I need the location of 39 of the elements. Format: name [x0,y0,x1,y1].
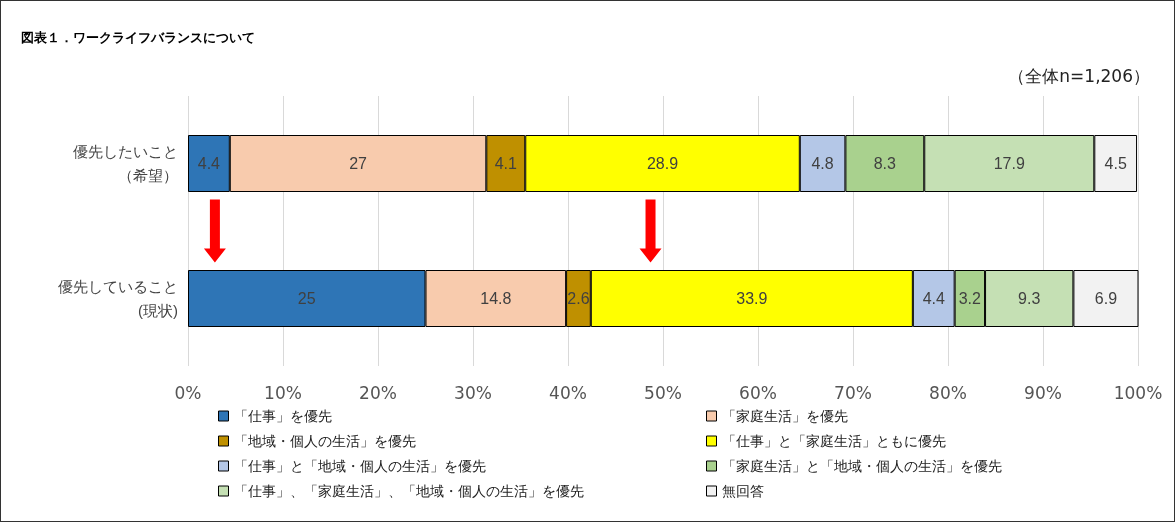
data-label: 4.1 [494,155,517,172]
x-tick-label: 50% [644,382,682,403]
data-label: 9.3 [1018,290,1041,307]
data-label: 25 [297,290,316,307]
x-tick-label: 10% [264,382,302,403]
x-tick-label: 30% [454,382,492,403]
data-label: 33.9 [736,290,768,307]
data-label: 17.9 [993,155,1025,172]
text: （全体n=1,206） [1008,65,1150,88]
legend-label: 無回答 [721,483,764,499]
legend-label: 「家庭生活」を優先 [721,408,848,424]
y-tick-label: 優先していること(現状) [58,278,178,319]
chart-title: 図表１．ワークライフバランスについて [21,29,255,47]
x-tick-label: 70% [834,382,872,403]
data-label: 28.9 [646,155,679,172]
y-tick-label: 優先したいこと（希望） [73,143,178,184]
x-tick-label: 60% [739,382,777,403]
data-label: 4.4 [197,155,221,172]
legend-label: 「仕事」、「家庭生活」、「地域・個人の生活」を優先 [233,483,584,499]
data-label: 3.2 [958,290,982,307]
x-tick-label: 40% [549,382,587,403]
x-tick-label: 90% [1024,382,1062,403]
data-label: 2.6 [567,290,590,307]
legend-label: 「仕事」を優先 [233,408,332,424]
data-label: 4.5 [1104,155,1127,172]
data-label: 8.3 [873,155,897,172]
data-label: 6.9 [1094,290,1118,307]
legend-label: 「地域・個人の生活」を優先 [233,433,416,449]
x-tick-label: 0% [174,382,202,403]
data-label: 4.4 [922,290,945,307]
data-label: 14.8 [480,290,512,307]
x-tick-label: 80% [929,382,967,403]
legend-label: 「仕事」と「家庭生活」ともに優先 [721,433,946,449]
legend-label: 「家庭生活」と「地域・個人の生活」を優先 [721,458,1002,474]
x-tick-label: 100% [1113,382,1163,403]
data-label: 4.8 [811,155,834,172]
data-label: 27 [349,155,368,172]
x-tick-label: 20% [359,382,397,403]
legend-label: 「仕事」と「地域・個人の生活」を優先 [233,458,486,474]
